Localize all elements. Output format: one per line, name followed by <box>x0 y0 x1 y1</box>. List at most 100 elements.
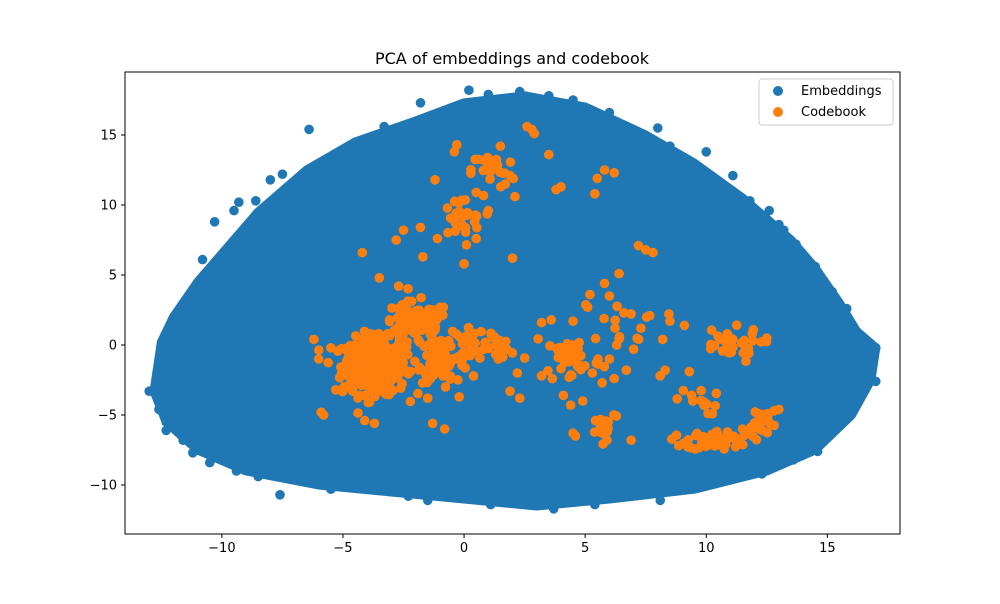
codebook-point <box>466 341 477 352</box>
embedding-point <box>568 95 578 105</box>
codebook-point <box>416 292 426 303</box>
codebook-point <box>387 303 397 313</box>
legend: Embeddings Codebook <box>758 78 894 126</box>
codebook-point <box>347 349 357 360</box>
codebook-point <box>706 339 716 350</box>
codebook-point <box>536 371 547 381</box>
codebook-point <box>395 383 406 394</box>
codebook-point <box>713 430 724 441</box>
codebook-point <box>363 341 374 351</box>
embedding-point <box>604 481 615 492</box>
codebook-point <box>505 386 515 397</box>
y-tick-label: −5 <box>98 409 117 424</box>
codebook-point <box>485 157 496 167</box>
codebook-point <box>507 253 518 263</box>
codebook-point <box>695 431 706 442</box>
codebook-point <box>696 385 706 396</box>
embedding-point <box>655 495 666 506</box>
codebook-point <box>422 340 433 351</box>
codebook-point <box>451 329 461 339</box>
codebook-point <box>489 333 499 344</box>
embedding-point <box>841 303 852 314</box>
codebook-point <box>476 326 486 337</box>
embeddings-point-cloud <box>149 91 881 511</box>
codebook-point <box>536 317 547 328</box>
codebook-point <box>505 157 516 167</box>
codebook-point <box>510 191 520 202</box>
codebook-point <box>420 369 431 380</box>
embedding-point <box>745 196 755 206</box>
codebook-point <box>471 187 481 198</box>
codebook-point <box>449 196 460 207</box>
codebook-point <box>757 425 768 436</box>
codebook-point <box>439 424 450 434</box>
embedding-point <box>304 124 314 135</box>
codebook-point <box>577 396 588 406</box>
codebook-point <box>599 278 610 289</box>
embedding-point <box>870 376 881 387</box>
codebook-point <box>603 423 613 433</box>
codebook-point <box>614 268 624 279</box>
embedding-point <box>544 91 554 101</box>
codebook-point <box>427 418 438 429</box>
embedding-point <box>728 170 738 181</box>
embedding-point <box>812 446 823 457</box>
legend-label-codebook: Codebook <box>801 105 866 120</box>
legend-label-embeddings: Embeddings <box>801 84 882 99</box>
codebook-point <box>313 354 324 364</box>
codebook-point <box>499 337 509 347</box>
codebook-point <box>395 327 405 337</box>
codebook-point <box>604 291 615 301</box>
codebook-point <box>457 360 467 371</box>
embedding-point <box>800 266 811 276</box>
embedding-point <box>822 428 833 439</box>
codebook-point <box>399 305 410 316</box>
codebook-point <box>610 323 620 333</box>
codebook-point <box>466 168 476 179</box>
codebook-point <box>707 408 718 419</box>
codebook-point <box>665 316 675 327</box>
codebook-point <box>581 299 591 310</box>
embedding-point <box>250 196 261 206</box>
x-tick-label: 10 <box>698 541 715 556</box>
codebook-point <box>543 365 553 376</box>
codebook-point <box>470 154 480 165</box>
codebook-point <box>587 368 598 378</box>
embedding-point <box>192 284 203 294</box>
codebook-point <box>609 168 620 178</box>
y-tick-label: 5 <box>109 269 117 284</box>
codebook-point <box>391 235 402 245</box>
embedding-point <box>810 261 821 272</box>
codebook-point <box>570 431 581 441</box>
codebook-point <box>482 208 493 219</box>
x-tick-label: −10 <box>208 541 235 556</box>
embedding-point <box>653 123 663 133</box>
codebook-point <box>555 342 565 353</box>
embedding-point <box>837 410 847 420</box>
codebook-point <box>519 353 530 363</box>
codebook-point <box>405 396 416 407</box>
embedding-point <box>234 197 244 207</box>
codebook-point <box>590 189 600 199</box>
legend-marker-codebook <box>773 107 783 117</box>
codebook-point <box>507 348 518 358</box>
embedding-point <box>209 217 220 227</box>
codebook-point <box>671 430 682 440</box>
embedding-point <box>464 490 474 500</box>
codebook-point <box>357 247 368 258</box>
embedding-point <box>178 306 188 317</box>
codebook-point <box>508 173 519 184</box>
codebook-point <box>363 397 374 408</box>
codebook-point <box>414 362 425 373</box>
codebook-point <box>736 338 747 348</box>
codebook-point <box>453 375 463 385</box>
codebook-point <box>418 251 428 262</box>
embedding-point <box>827 287 837 297</box>
codebook-point <box>353 408 363 418</box>
embedding-point <box>791 239 801 249</box>
embedding-point <box>856 336 867 346</box>
embedding-point <box>161 425 171 436</box>
codebook-point <box>384 370 394 380</box>
codebook-point <box>337 386 348 397</box>
